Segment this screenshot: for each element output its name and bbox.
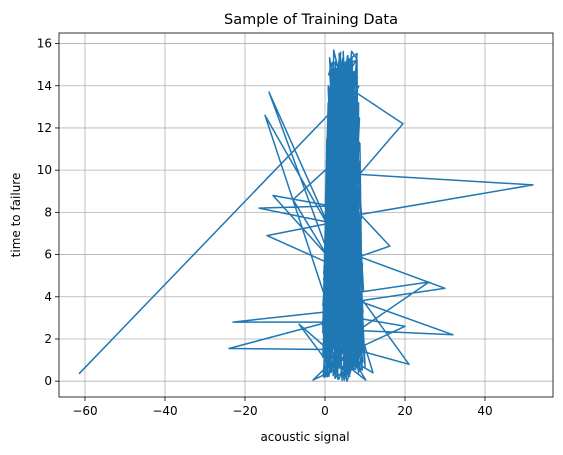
grid-layer — [59, 33, 553, 397]
y-tick-label: 2 — [44, 332, 52, 346]
y-tick-label: 4 — [44, 290, 52, 304]
x-tick-label: −20 — [232, 404, 257, 418]
x-tick-label: 0 — [321, 404, 329, 418]
x-tick-label: 20 — [397, 404, 412, 418]
x-axis-label: acoustic signal — [260, 430, 349, 444]
y-tick-label: 8 — [44, 205, 52, 219]
x-tick-label: −60 — [72, 404, 97, 418]
chart-title: Sample of Training Data — [224, 12, 398, 28]
y-axis: 0 2 4 6 8 10 12 14 16 — [37, 37, 59, 388]
y-tick-label: 10 — [37, 163, 52, 177]
y-tick-label: 0 — [44, 374, 52, 388]
plot-frame — [58, 32, 554, 398]
y-axis-label: time to failure — [9, 173, 23, 258]
x-axis: −60 −40 −20 0 20 40 — [72, 397, 493, 418]
series-line — [78, 49, 534, 382]
series-layer — [78, 49, 534, 382]
y-tick-label: 6 — [44, 248, 52, 262]
x-tick-label: −40 — [152, 404, 177, 418]
x-tick-label: 40 — [477, 404, 492, 418]
y-tick-label: 14 — [37, 79, 52, 93]
y-tick-label: 12 — [37, 121, 52, 135]
y-tick-label: 16 — [37, 37, 52, 51]
